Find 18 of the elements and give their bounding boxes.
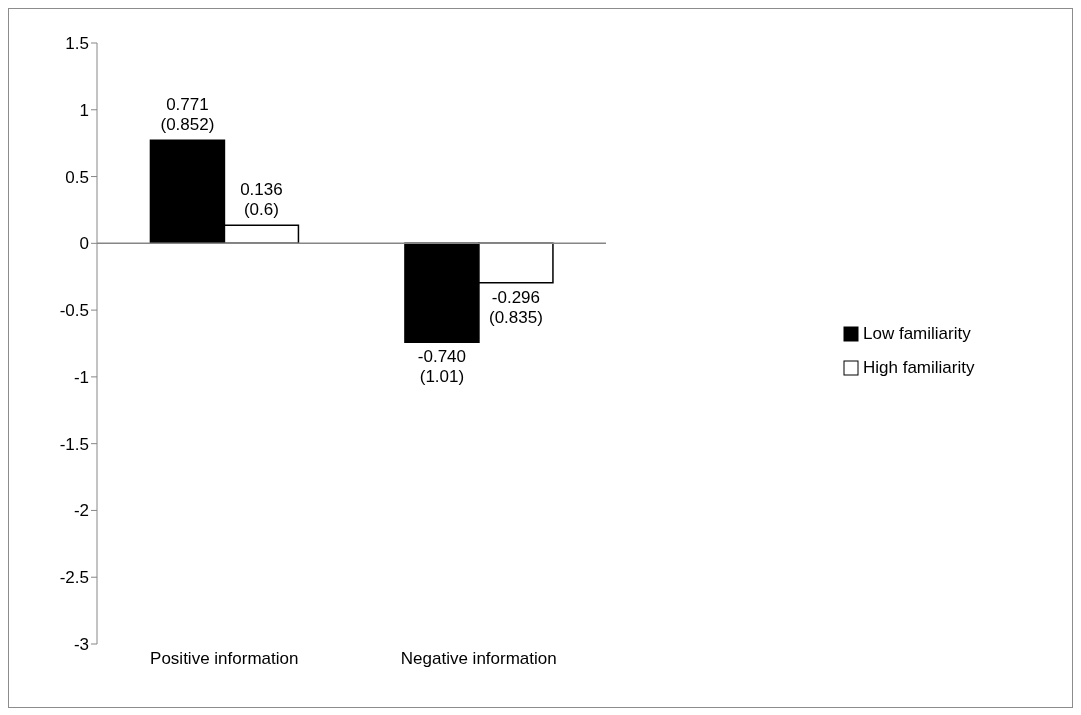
data-label: 0.771 (0.852) (160, 95, 215, 135)
y-tick-label: -2 (73, 501, 89, 521)
x-tick-label: Negative information (400, 649, 557, 669)
x-tick-label: Positive information (150, 649, 299, 669)
y-tick-label: -0.5 (59, 301, 89, 321)
y-tick-label: -1 (73, 367, 89, 387)
y-tick-label: -1.5 (59, 434, 89, 454)
y-tick-label: 1 (79, 100, 89, 120)
y-tick-label: 1.5 (65, 34, 89, 54)
legend-label: Low familiarity (863, 323, 971, 344)
y-tick-label: 0 (79, 234, 89, 254)
y-tick-label: -2.5 (59, 568, 89, 588)
legend-label: High familiarity (863, 357, 975, 378)
data-label: -0.296 (0.835) (489, 287, 543, 327)
data-label: -0.740 (1.01) (417, 347, 467, 387)
y-tick-label: -3 (73, 635, 89, 655)
y-tick-label: 0.5 (65, 167, 89, 187)
data-label: 0.136 (0.6) (240, 180, 283, 220)
